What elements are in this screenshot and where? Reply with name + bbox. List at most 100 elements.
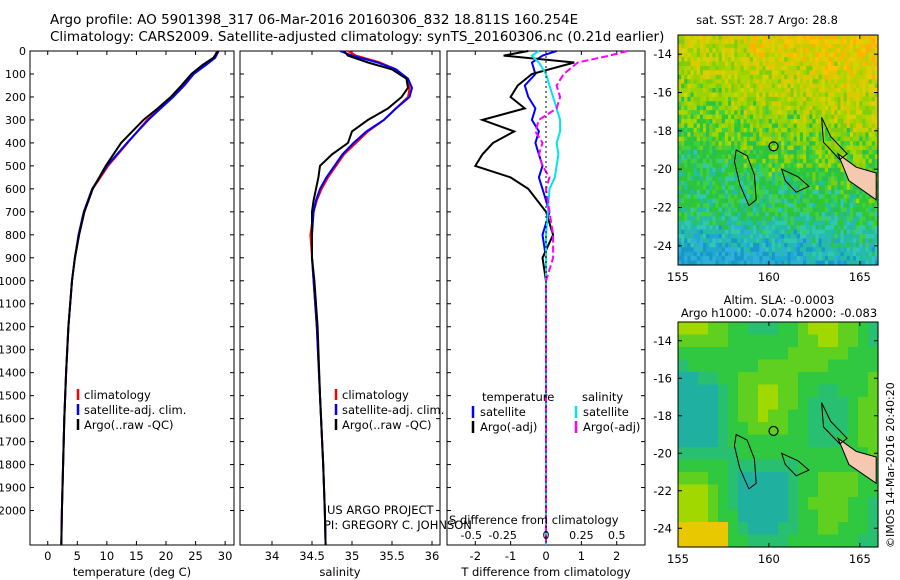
map-cell — [706, 132, 710, 138]
map-cell — [746, 251, 751, 257]
map-cell — [693, 260, 698, 266]
map-cell — [806, 123, 810, 129]
map-cell — [709, 150, 713, 156]
map-cell — [781, 48, 785, 54]
map-cell — [809, 180, 813, 186]
map-cell — [846, 65, 851, 71]
map-cell — [871, 114, 876, 120]
map-cell — [865, 198, 870, 204]
map-cell — [712, 101, 717, 107]
map-cell — [753, 114, 757, 120]
map-cell — [681, 238, 685, 244]
map-cell — [781, 136, 785, 142]
map-cell — [734, 136, 738, 142]
map-cell — [728, 334, 739, 348]
map-cell — [743, 114, 748, 120]
map-cell — [696, 260, 701, 266]
map-cell — [746, 70, 751, 76]
map-cell — [787, 260, 792, 266]
map-cell — [731, 61, 735, 67]
map-cell — [762, 189, 767, 195]
map-cell — [696, 158, 701, 164]
map-cell — [824, 136, 829, 142]
map-cell — [799, 167, 804, 173]
map-cell — [771, 251, 776, 257]
map-cell — [678, 57, 682, 63]
map-cell — [718, 247, 723, 253]
x-axis-label: temperature (deg C) — [73, 565, 191, 579]
map-cell — [681, 127, 685, 133]
map-cell — [737, 92, 742, 98]
map-cell — [759, 234, 763, 240]
map-cell — [859, 83, 863, 89]
map-cell — [740, 70, 745, 76]
map-cell — [740, 216, 745, 222]
map-cell — [756, 65, 760, 71]
map-cell — [799, 88, 804, 94]
map-cell — [796, 101, 801, 107]
map-cell — [684, 163, 688, 169]
map-cell — [731, 35, 735, 41]
map-cell — [718, 167, 723, 173]
map-cell — [759, 216, 763, 222]
map-cell — [838, 359, 849, 373]
map-cell — [871, 141, 876, 147]
map-cell — [746, 39, 751, 45]
map-cell — [793, 220, 798, 226]
map-cell — [693, 198, 698, 204]
map-cell — [687, 194, 692, 200]
map-cell — [793, 57, 798, 63]
map-cell — [756, 74, 760, 80]
map-cell — [743, 65, 748, 71]
map-cell — [840, 101, 845, 107]
map-cell — [743, 145, 748, 151]
map-cell — [743, 61, 748, 67]
map-cell — [790, 260, 795, 266]
map-cell — [690, 225, 695, 231]
map-cell — [756, 145, 760, 151]
map-cell — [731, 136, 735, 142]
map-cell — [721, 88, 726, 94]
map-cell — [681, 141, 685, 147]
map-cell — [843, 234, 848, 240]
map-cell — [862, 211, 867, 217]
map-cell — [765, 198, 770, 204]
map-cell — [746, 79, 751, 85]
map-cell — [834, 141, 838, 147]
map-cell — [678, 256, 682, 262]
map-cell — [743, 247, 748, 253]
map-cell — [774, 35, 779, 41]
map-cell — [774, 65, 779, 71]
map-cell — [771, 163, 776, 169]
map-cell — [765, 83, 770, 89]
map-cell — [831, 229, 835, 235]
map-cell — [848, 409, 859, 423]
map-cell — [771, 101, 776, 107]
map-cell — [806, 207, 810, 213]
x-tick-label: 1 — [578, 549, 585, 563]
map-cell — [778, 185, 782, 191]
map-cell — [743, 105, 748, 111]
map-cell — [846, 79, 851, 85]
map-cell — [793, 158, 798, 164]
map-cell — [687, 127, 692, 133]
map-cell — [696, 105, 701, 111]
map-cell — [799, 256, 804, 262]
map-cell — [874, 207, 879, 213]
map-cell — [862, 127, 867, 133]
map-cell — [687, 198, 692, 204]
map-cell — [724, 96, 729, 102]
map-cell — [718, 180, 723, 186]
map-cell — [718, 70, 723, 76]
map-cell — [715, 180, 720, 186]
map-cell — [824, 65, 829, 71]
map-cell — [712, 154, 717, 160]
map-cell — [774, 234, 779, 240]
map-cell — [818, 189, 823, 195]
map-cell — [688, 334, 699, 348]
map-cell — [806, 163, 810, 169]
map-cell — [749, 203, 754, 209]
map-cell — [793, 185, 798, 191]
map-cell — [849, 256, 854, 262]
map-cell — [821, 127, 826, 133]
